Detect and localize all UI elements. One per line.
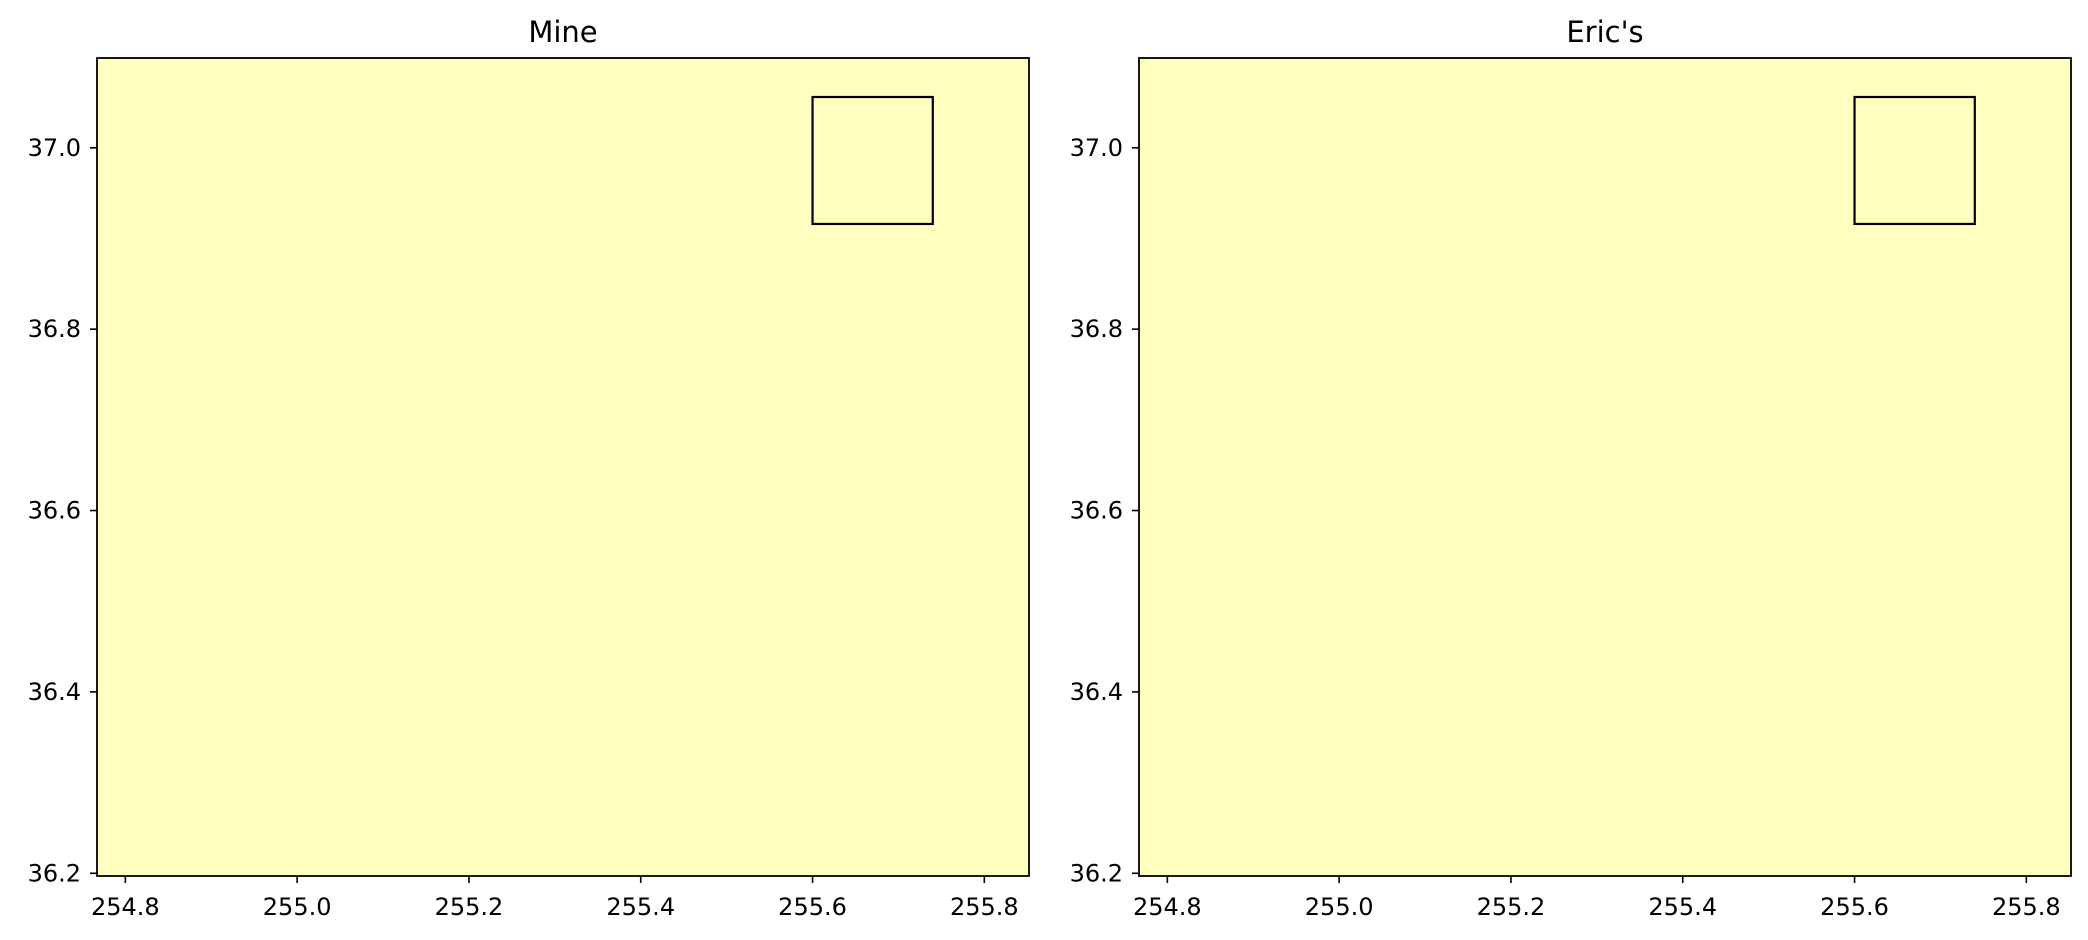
x-tick-label: 255.6	[778, 893, 847, 921]
y-tick-label: 36.8	[1070, 315, 1123, 343]
y-tick-label: 36.4	[1070, 678, 1123, 706]
y-tick-label: 36.8	[28, 315, 81, 343]
x-tick-label: 255.6	[1820, 893, 1889, 921]
y-tick-label: 36.2	[28, 859, 81, 887]
x-tick-label: 255.4	[606, 893, 675, 921]
y-tick-label: 36.6	[28, 497, 81, 525]
y-tick-label: 36.6	[1070, 497, 1123, 525]
chart-title: Mine	[528, 15, 597, 49]
x-tick-label: 255.0	[263, 893, 332, 921]
y-tick-label: 36.4	[28, 678, 81, 706]
y-tick-label: 37.0	[1070, 134, 1123, 162]
axes-frame	[1138, 57, 2072, 877]
x-tick-label: 254.8	[91, 893, 160, 921]
x-tick-label: 255.4	[1648, 893, 1717, 921]
axes-frame	[96, 57, 1030, 877]
subplot-1: 254.8 255.0 255.2 255.4 255.6 255.8 36.2 36.4 36…	[28, 15, 1030, 921]
x-tick-label: 255.8	[950, 893, 1019, 921]
x-tick-label: 255.2	[1477, 893, 1546, 921]
y-tick-label: 36.2	[1070, 859, 1123, 887]
x-tick-label: 255.8	[1992, 893, 2061, 921]
y-tick-label: 37.0	[28, 134, 81, 162]
x-tick-label: 255.0	[1305, 893, 1374, 921]
x-tick-label: 254.8	[1133, 893, 1202, 921]
subplot-2: 254.8 255.0 255.2 255.4 255.6 255.8 36.2 36.4 36…	[1070, 15, 2072, 921]
outlined-region	[1853, 95, 1976, 226]
chart-title: Eric's	[1566, 15, 1643, 49]
x-tick-label: 255.2	[435, 893, 504, 921]
outlined-region	[811, 95, 934, 226]
